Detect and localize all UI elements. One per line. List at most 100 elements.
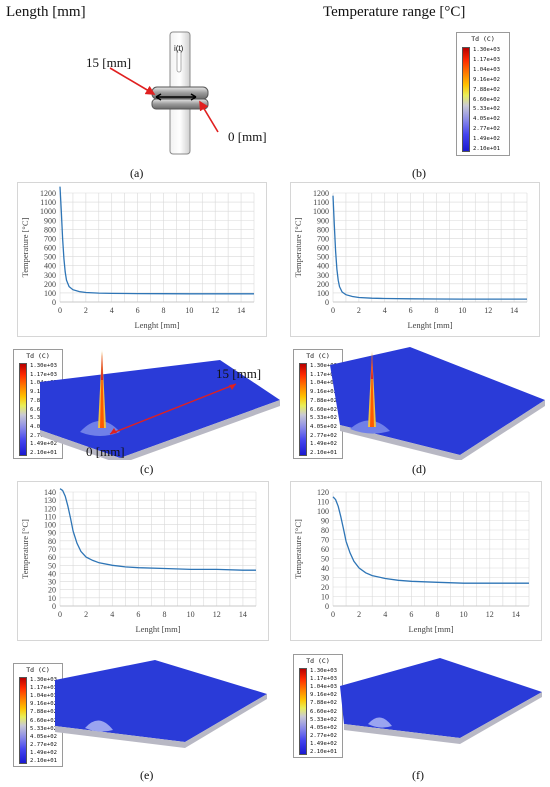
y-tick-label: 90: [321, 517, 329, 526]
legend-colorbar: [19, 363, 27, 456]
y-tick-label: 0: [325, 298, 329, 307]
x-tick-label: 10: [187, 610, 195, 619]
x-tick-label: 14: [510, 306, 518, 315]
y-tick-label: 130: [44, 496, 56, 505]
legend-tick-label: 1.49e+02: [30, 749, 57, 756]
chart-svg: 0100200300400500600700800900100011001200…: [20, 186, 255, 330]
legend-tick-label: 9.16e+02: [30, 701, 57, 708]
y-tick-label: 600: [44, 244, 56, 253]
legend-tick-label: 6.60e+02: [30, 717, 57, 724]
legend-colorbar: [462, 47, 470, 152]
y-tick-label: 1100: [40, 198, 56, 207]
x-tick-label: 2: [84, 306, 88, 315]
legend-tick-label: 9.16e+02: [310, 389, 337, 396]
legend-tick-label: 1.30e+03: [30, 677, 57, 683]
legend-tick-label: 9.16e+02: [310, 692, 337, 699]
legend-tick-label: 1.17e+03: [310, 676, 337, 683]
electrode-diagram: [109, 31, 219, 155]
chart-svg: 0100200300400500600700800900100011001200…: [293, 189, 528, 330]
y-tick-label: 40: [321, 564, 329, 573]
y-tick-label: 10: [321, 593, 329, 602]
y-axis-label: Temperature [°C]: [293, 217, 303, 277]
y-tick-label: 70: [48, 545, 56, 554]
y-tick-label: 600: [317, 244, 329, 253]
y-tick-label: 110: [317, 498, 329, 507]
length-title: Length [mm]: [6, 4, 86, 20]
caption-d: (d): [412, 462, 426, 476]
x-tick-label: 2: [357, 306, 361, 315]
x-tick-label: 6: [409, 610, 413, 619]
y-tick-label: 60: [48, 553, 56, 562]
x-tick-label: 14: [237, 306, 245, 315]
y-tick-label: 80: [321, 526, 329, 535]
x-tick-label: 8: [436, 610, 440, 619]
y-tick-label: 200: [317, 280, 329, 289]
x-tick-label: 0: [58, 306, 62, 315]
chart-c-top: 0 100 200 300 400 500 600 700 800 900 1000 1100 1200…: [17, 182, 267, 337]
y-tick-label: 900: [317, 216, 329, 225]
x-tick-label: 6: [409, 306, 413, 315]
legend-tick-label: 1.30e+03: [30, 363, 57, 369]
legend-tick-label: 2.10e+01: [30, 758, 57, 764]
y-tick-label: 400: [317, 262, 329, 271]
x-tick-label: 4: [383, 610, 387, 619]
y-tick-label: 1000: [40, 207, 56, 216]
legend-tick-label: 1.04e+03: [30, 693, 57, 700]
y-axis-label: Temperature [°C]: [293, 519, 303, 579]
chart-f-top: 0 10 20 30 40 50 60 70 80 90 100 110 120 0 2 4 6 8 10 12 14 L…: [290, 481, 542, 641]
probe-label: i(t): [174, 44, 184, 53]
caption-b: (b): [412, 166, 426, 180]
y-tick-label: 300: [317, 271, 329, 280]
y-tick-label: 120: [317, 488, 329, 497]
x-tick-label: 10: [460, 610, 468, 619]
legend-tick-label: 9.16e+02: [473, 76, 500, 83]
y-tick-label: 700: [44, 234, 56, 243]
legend-tick-label: 1.04e+03: [310, 380, 337, 387]
legend-tick-label: 1.49e+02: [310, 441, 337, 448]
legend-tick-label: 5.33e+02: [310, 415, 337, 422]
legend-tick-label: 1.30e+03: [310, 668, 337, 674]
legend-tick-label: 1.49e+02: [30, 441, 57, 448]
caption-c: (c): [140, 462, 154, 476]
y-tick-label: 70: [321, 536, 329, 545]
x-axis-label: Lenght [mm]: [408, 624, 453, 634]
y-tick-label: 1000: [313, 207, 329, 216]
legend-tick-label: 4.05e+02: [310, 724, 337, 731]
caption-e: (e): [140, 768, 154, 782]
legend-tick-label: 2.10e+01: [310, 450, 337, 456]
y-tick-label: 1200: [313, 189, 329, 198]
y-tick-label: 0: [52, 298, 56, 307]
plate-3d-c: [40, 350, 280, 460]
legend-tick-label: 1.30e+03: [473, 47, 500, 53]
legend-title: Td (C): [471, 35, 495, 43]
x-tick-label: 6: [136, 306, 140, 315]
legend-tick-label: 7.88e+02: [310, 700, 337, 707]
plate-label-15mm: 15 [mm]: [216, 366, 262, 381]
x-tick-label: 4: [383, 306, 387, 315]
y-axis-label: Temperature [°C]: [20, 217, 30, 277]
x-tick-label: 14: [239, 610, 247, 619]
legend-tick-label: 7.88e+02: [30, 709, 57, 716]
series-line: [59, 488, 256, 571]
legend-title: Td (C): [26, 666, 50, 674]
y-tick-label: 800: [44, 225, 56, 234]
legend-title: Td (C): [306, 657, 330, 665]
plate-3d-d: [330, 347, 545, 460]
y-tick-label: 300: [44, 271, 56, 280]
temperature-legend-f: Td (C) 1.30e+03 1.17e+03 1.04e+03 9.16e+02 7…: [293, 654, 343, 758]
legend-tick-label: 2.10e+01: [30, 450, 57, 456]
legend-tick-label: 1.49e+02: [310, 740, 337, 747]
x-tick-label: 0: [331, 306, 335, 315]
y-tick-label: 700: [317, 234, 329, 243]
y-tick-label: 40: [48, 569, 56, 578]
temperature-legend-d: Td (C) 1.30e+03 1.17e+03 1.04e+03 9.16e+02 7…: [293, 349, 343, 459]
legend-tick-label: 1.04e+03: [310, 684, 337, 691]
y-tick-label: 80: [48, 537, 56, 546]
legend-tick-label: 5.33e+02: [473, 106, 500, 113]
legend-tick-label: 5.33e+02: [30, 725, 57, 732]
label-15mm: 15 [mm]: [86, 55, 132, 70]
legend-tick-label: 5.33e+02: [310, 716, 337, 723]
x-axis-label: Lenght [mm]: [407, 320, 452, 330]
